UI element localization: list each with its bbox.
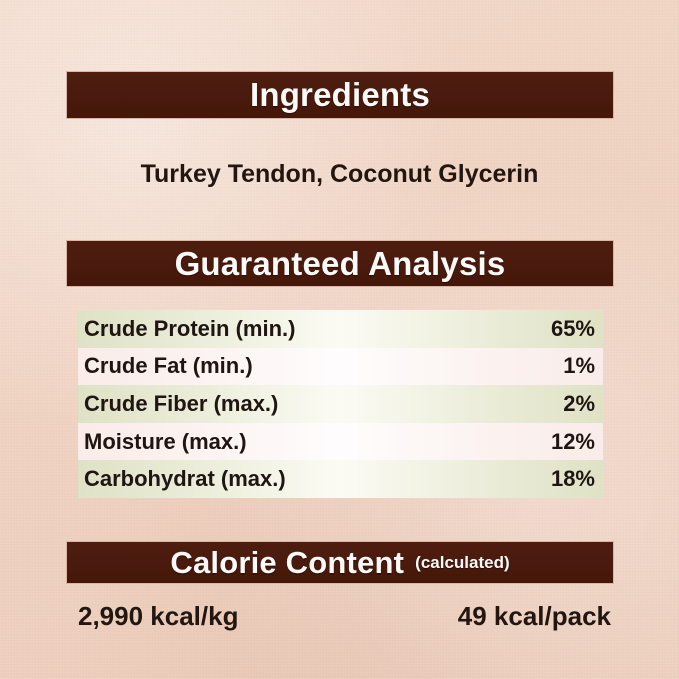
guaranteed-analysis-header-bar: Guaranteed Analysis <box>66 240 614 287</box>
ingredients-heading: Ingredients <box>249 76 431 113</box>
nutrient-label: Crude Protein (min.) <box>84 315 296 341</box>
nutrient-value: 12% <box>550 428 595 454</box>
nutrient-value: 18% <box>550 466 595 492</box>
nutrient-label: Carbohydrat (max.) <box>84 466 286 492</box>
table-row: Crude Fat (min.) 1% <box>78 347 603 386</box>
nutrient-label: Crude Fiber (max.) <box>84 390 279 416</box>
calorie-content-heading: Calorie Content <box>170 544 405 580</box>
calories-per-pack: 49 kcal/pack <box>457 601 611 631</box>
ingredients-header-bar: Ingredients <box>66 71 614 119</box>
table-row: Moisture (max.) 12% <box>78 422 603 461</box>
guaranteed-analysis-heading: Guaranteed Analysis <box>174 244 506 282</box>
table-row: Crude Fiber (max.) 2% <box>78 385 603 423</box>
nutrient-value: 65% <box>550 315 595 341</box>
calories-per-kg: 2,990 kcal/kg <box>78 601 239 631</box>
table-row: Crude Protein (min.) 65% <box>78 310 603 348</box>
ingredients-list-text: Turkey Tendon, Coconut Glycerin <box>140 160 539 188</box>
guaranteed-analysis-table: Crude Protein (min.) 65% Crude Fat (min.… <box>78 310 603 498</box>
nutrient-label: Moisture (max.) <box>84 428 247 454</box>
calorie-content-subheading: (calculated) <box>415 552 510 572</box>
calorie-values-row: 2,990 kcal/kg 49 kcal/pack <box>78 601 611 632</box>
nutrient-label: Crude Fat (min.) <box>84 353 253 379</box>
calorie-content-header-bar: Calorie Content (calculated) <box>66 541 614 584</box>
nutrient-value: 2% <box>563 390 595 416</box>
table-row: Carbohydrat (max.) 18% <box>78 460 603 498</box>
nutrient-value: 1% <box>563 353 595 379</box>
